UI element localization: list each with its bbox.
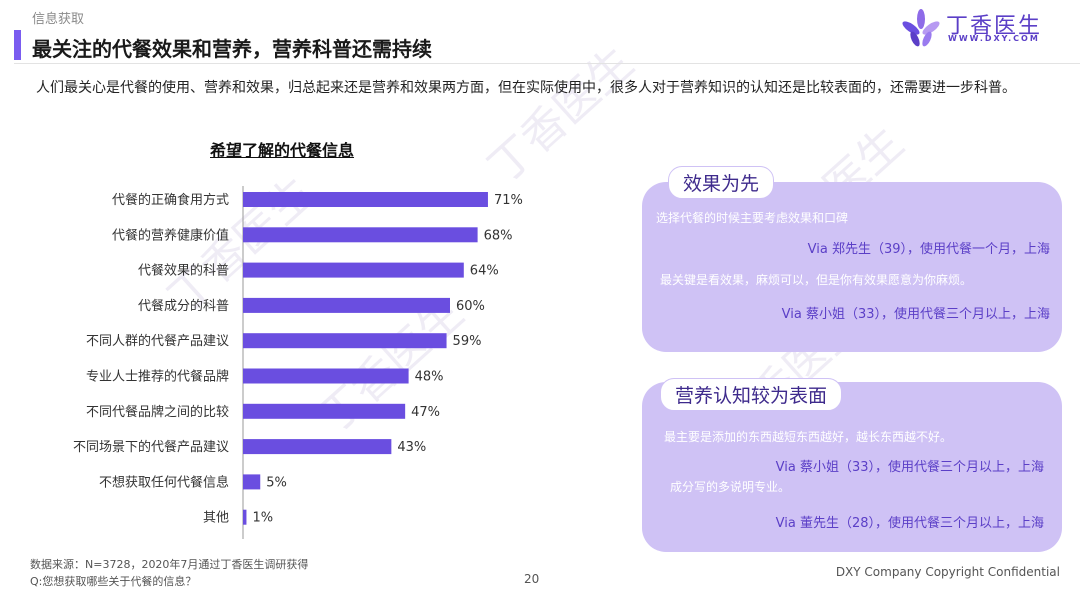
section-label: 信息获取 xyxy=(32,12,85,27)
bar xyxy=(243,227,478,243)
brand-name: 丁香医生 xyxy=(946,14,1043,39)
bar xyxy=(243,439,392,455)
data-label: 43% xyxy=(397,440,426,455)
data-label: 71% xyxy=(494,193,523,208)
bar xyxy=(243,333,447,349)
brand-logo xyxy=(900,8,1060,48)
card-tag-effect: 效果为先 xyxy=(668,166,775,199)
page-number: 20 xyxy=(524,572,540,586)
copyright-notice: DXY Company Copyright Confidential xyxy=(835,565,1060,579)
intro-paragraph: 人们最关心是代餐的使用、营养和效果，归总起来还是营养和效果两方面，但在实际使用中… xyxy=(36,80,1016,96)
bar xyxy=(243,474,261,490)
chart-title: 希望了解的代餐信息 xyxy=(210,141,355,160)
quote-attribution: Via 郑先生（39），使用代餐一个月，上海 xyxy=(807,242,1050,257)
quote-text: 成分写的多说明专业。 xyxy=(670,480,791,494)
quote-text: 最关键是看效果，麻烦可以，但是你有效果愿意为你麻烦。 xyxy=(660,273,973,287)
title-divider xyxy=(14,63,1080,64)
data-label: 60% xyxy=(456,299,485,314)
data-label: 68% xyxy=(484,228,513,243)
bar xyxy=(243,297,450,313)
footnote-source: 数据来源：N=3728，2020年7月通过丁香医生调研获得 xyxy=(30,558,309,571)
data-label: 5% xyxy=(266,475,287,490)
bar xyxy=(243,509,247,525)
bar xyxy=(243,262,464,278)
bar xyxy=(243,403,406,419)
quote-text: 选择代餐的时候主要考虑效果和口碑 xyxy=(656,211,849,225)
category-label: 专业人士推荐的代餐品牌 xyxy=(86,369,229,385)
title-accent-bar xyxy=(14,30,21,60)
footnote-question: Q:您想获取哪些关于代餐的信息？ xyxy=(30,575,197,588)
category-label: 代餐成分的科普 xyxy=(138,298,229,314)
category-label: 其他 xyxy=(203,511,229,526)
category-label: 代餐的营养健康价值 xyxy=(112,227,229,243)
quote-attribution: Via 蔡小姐（33），使用代餐三个月以上，上海 xyxy=(775,460,1044,475)
data-label: 59% xyxy=(453,334,482,349)
data-label: 1% xyxy=(252,511,273,526)
page-title: 最关注的代餐效果和营养，营养科普还需持续 xyxy=(32,37,432,61)
data-label: 47% xyxy=(411,405,440,420)
watermark-logo: 丁香医生 xyxy=(478,37,644,194)
data-label: 48% xyxy=(415,370,444,385)
brand-url: WWW.DXY.COM xyxy=(948,34,1040,43)
bar xyxy=(243,192,488,207)
category-label: 不想获取任何代餐信息 xyxy=(99,474,229,490)
flower-icon xyxy=(902,9,940,47)
category-label: 不同人群的代餐产品建议 xyxy=(86,333,229,349)
bar-chart: 代餐的正确食用方式 71% 代餐的营养健康价值 68% 代餐效果的科普 64% 代餐成分的科… xyxy=(73,186,523,539)
data-label: 64% xyxy=(470,264,499,279)
category-label: 不同代餐品牌之间的比较 xyxy=(86,404,229,420)
quote-attribution: Via 蔡小姐（33），使用代餐三个月以上，上海 xyxy=(781,307,1050,322)
category-label: 代餐效果的科普 xyxy=(138,263,229,279)
card-tag-nutrition: 营养认知较为表面 xyxy=(660,378,843,411)
category-label: 不同场景下的代餐产品建议 xyxy=(73,439,229,455)
quote-attribution: Via 董先生（28），使用代餐三个月以上，上海 xyxy=(775,516,1044,531)
bar xyxy=(243,368,409,384)
category-label: 代餐的正确食用方式 xyxy=(112,192,229,208)
quote-card-effect xyxy=(642,182,1062,352)
quote-text: 最主要是添加的东西越短东西越好，越长东西越不好。 xyxy=(664,430,953,444)
